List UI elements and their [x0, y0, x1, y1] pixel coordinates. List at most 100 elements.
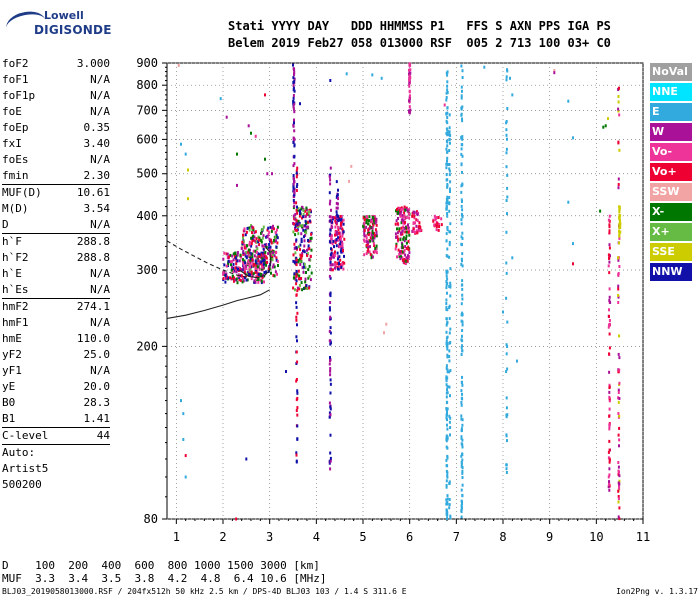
- echo-point: [461, 428, 463, 432]
- echo-point: [414, 221, 416, 225]
- param-name: yF1: [2, 364, 22, 377]
- echo-point: [446, 347, 449, 351]
- echo-point: [246, 262, 249, 266]
- echo-point: [399, 214, 402, 218]
- echo-point: [302, 213, 305, 216]
- x-tick-label: 8: [499, 530, 506, 544]
- echo-point: [345, 72, 348, 76]
- echo-point: [247, 250, 250, 254]
- echo-point: [505, 261, 508, 265]
- echo-point: [254, 134, 257, 138]
- echo-point: [506, 173, 509, 177]
- echo-point: [448, 113, 451, 117]
- echo-point: [446, 88, 449, 92]
- echo-point: [331, 242, 334, 246]
- echo-point: [252, 272, 255, 276]
- echo-point: [341, 240, 343, 244]
- echo-point: [292, 124, 295, 128]
- echo-point: [251, 261, 254, 265]
- echo-point: [295, 175, 298, 179]
- echo-point: [255, 245, 258, 249]
- echo-point: [276, 259, 279, 263]
- echo-point: [608, 460, 611, 464]
- echo-point: [258, 262, 261, 266]
- echo-point: [607, 450, 610, 454]
- echo-point: [446, 413, 448, 417]
- echo-point: [406, 256, 409, 260]
- echo-point: [240, 255, 243, 259]
- echo-point: [329, 413, 332, 417]
- echo-point: [608, 385, 611, 389]
- echo-point: [299, 253, 302, 257]
- echo-point: [293, 180, 295, 184]
- echo-point: [408, 80, 411, 84]
- echo-point: [294, 217, 297, 221]
- echo-point: [328, 274, 331, 278]
- echo-point: [404, 217, 407, 221]
- echo-point: [275, 258, 278, 262]
- echo-point: [330, 251, 333, 255]
- echo-point: [417, 225, 420, 229]
- echo-point: [411, 214, 414, 218]
- echo-point: [618, 470, 620, 474]
- echo-point: [446, 106, 449, 110]
- echo-point: [328, 202, 331, 206]
- param-name: yF2: [2, 348, 22, 361]
- echo-point: [619, 221, 621, 225]
- profile-curve: [166, 240, 249, 279]
- echo-point: [292, 107, 295, 111]
- echo-point: [329, 166, 332, 170]
- y-tick-label: 400: [136, 209, 158, 223]
- echo-point: [301, 252, 304, 255]
- echo-point: [336, 202, 339, 206]
- echo-point: [302, 215, 305, 219]
- param-value: 2.30: [83, 169, 111, 182]
- echo-point: [331, 215, 334, 219]
- echo-point: [617, 461, 620, 464]
- echo-point: [446, 212, 449, 215]
- echo-point: [328, 306, 331, 310]
- echo-point: [618, 444, 620, 448]
- echo-point: [335, 201, 338, 205]
- param-row: hmF1 N/A: [2, 315, 110, 331]
- echo-point: [404, 230, 407, 234]
- echo-point: [256, 250, 258, 254]
- echo-point: [511, 256, 514, 260]
- param-row: B1 1.41: [2, 411, 110, 427]
- echo-point: [446, 388, 448, 392]
- echo-point: [249, 259, 252, 263]
- echo-point: [335, 206, 338, 210]
- echo-point: [449, 394, 451, 398]
- echo-point: [292, 76, 295, 80]
- echo-point: [257, 280, 260, 284]
- echo-point: [251, 225, 253, 229]
- echo-point: [260, 251, 263, 255]
- echo-point: [275, 256, 278, 260]
- echo-point: [234, 278, 237, 282]
- echo-point: [293, 118, 295, 122]
- echo-point: [446, 116, 449, 119]
- echo-point: [460, 152, 463, 156]
- echo-point: [505, 147, 508, 151]
- echo-point: [371, 73, 374, 77]
- echo-point: [328, 339, 331, 343]
- echo-point: [338, 261, 340, 265]
- header-values: Belem 2019 Feb27 058 013000 RSF 005 2 71…: [228, 36, 611, 50]
- echo-point: [440, 223, 443, 227]
- echo-point: [243, 252, 246, 256]
- echo-point: [448, 230, 451, 234]
- echo-point: [460, 436, 463, 440]
- echo-point: [446, 335, 449, 339]
- echo-point: [461, 383, 464, 387]
- echo-point: [505, 471, 508, 474]
- echo-point: [408, 109, 410, 113]
- echo-point: [446, 277, 449, 281]
- echo-point: [238, 267, 241, 271]
- param-name: fxI: [2, 137, 22, 150]
- echo-point: [446, 471, 449, 475]
- echo-point: [414, 230, 416, 234]
- echo-point: [299, 211, 302, 215]
- echo-point: [460, 147, 463, 151]
- echo-point: [608, 225, 611, 229]
- echo-point: [446, 474, 449, 478]
